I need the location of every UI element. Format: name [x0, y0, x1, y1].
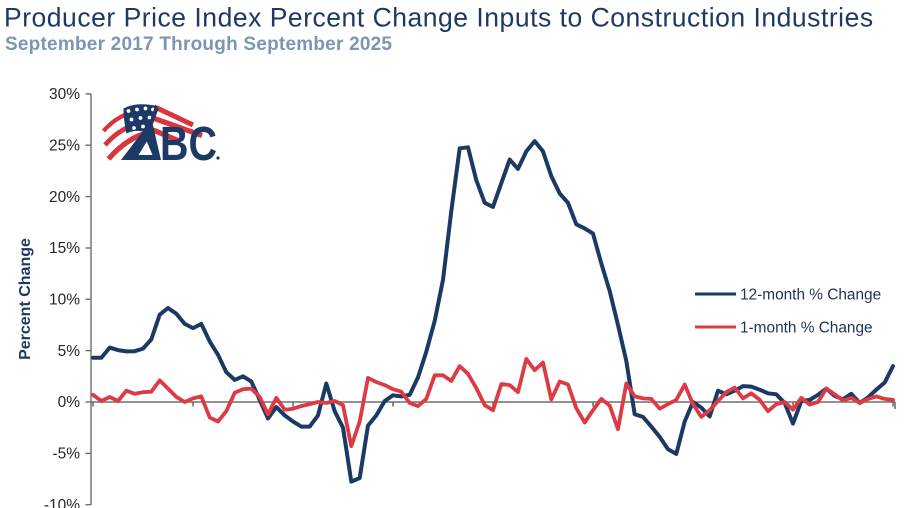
svg-text:30%: 30% — [49, 86, 80, 103]
svg-text:Producer Price Index Percent C: Producer Price Index Percent Change Inpu… — [4, 3, 874, 33]
svg-text:5%: 5% — [58, 343, 81, 360]
svg-text:1-month % Change: 1-month % Change — [740, 320, 873, 337]
svg-text:Percent Change: Percent Change — [17, 238, 34, 360]
svg-text:10%: 10% — [49, 292, 80, 309]
svg-text:-5%: -5% — [52, 446, 80, 463]
svg-text:0%: 0% — [58, 394, 81, 411]
svg-text:-10%: -10% — [44, 497, 80, 508]
svg-text:12-month % Change: 12-month % Change — [740, 287, 881, 304]
svg-text:25%: 25% — [49, 137, 80, 154]
svg-text:September 2017 Through Septemb: September 2017 Through September 2025 — [5, 34, 392, 55]
svg-text:15%: 15% — [49, 240, 80, 257]
svg-text:20%: 20% — [49, 189, 80, 206]
svg-text:BC: BC — [160, 117, 217, 171]
